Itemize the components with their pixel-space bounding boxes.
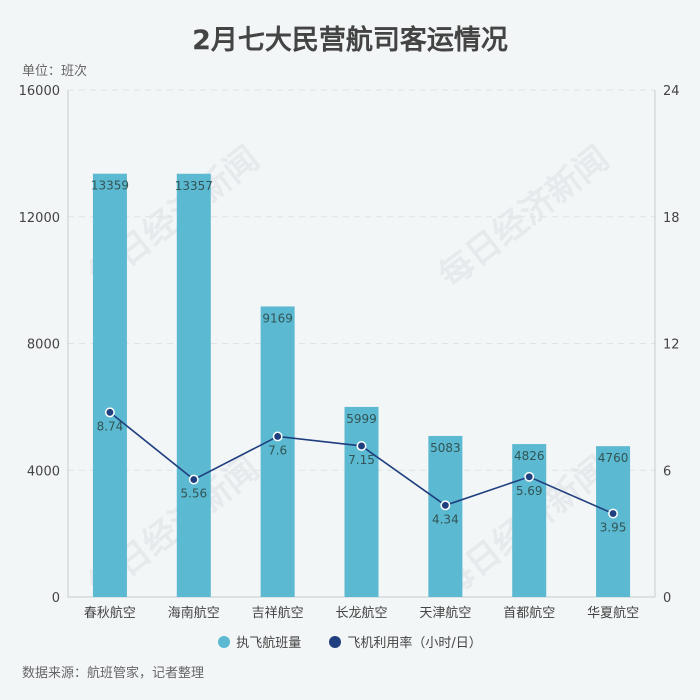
bar-value-label: 13359 bbox=[91, 179, 129, 193]
line-point bbox=[188, 474, 199, 485]
bar bbox=[260, 306, 295, 597]
y-right-tick-label: 0 bbox=[663, 591, 671, 606]
legend: 执飞航班量 飞机利用率（小时/日） bbox=[0, 632, 700, 651]
x-tick-label: 首都航空 bbox=[503, 605, 555, 621]
x-tick-label: 长龙航空 bbox=[335, 605, 387, 621]
line-value-label: 4.34 bbox=[432, 512, 459, 526]
line-point bbox=[524, 471, 535, 482]
bar bbox=[512, 444, 547, 597]
bar-value-label: 13357 bbox=[175, 179, 213, 193]
y-left-tick-label: 16000 bbox=[19, 84, 60, 99]
y-right-tick-label: 24 bbox=[663, 84, 680, 99]
unit-label: 单位：班次 bbox=[22, 64, 88, 79]
chart-title: 2月七大民营航司客运情况 bbox=[192, 25, 508, 56]
legend-item-utilization[interactable]: 飞机利用率（小时/日） bbox=[329, 632, 482, 651]
line-value-label: 8.74 bbox=[97, 419, 124, 433]
y-right-tick-label: 12 bbox=[663, 338, 680, 353]
y-left-tick-label: 12000 bbox=[19, 211, 60, 226]
bar bbox=[92, 173, 127, 597]
x-tick-label: 吉祥航空 bbox=[252, 605, 304, 621]
legend-label-flights: 执飞航班量 bbox=[236, 636, 302, 651]
legend-marker-line bbox=[329, 635, 342, 648]
y-left-tick-label: 8000 bbox=[27, 338, 60, 353]
legend-label-utilization: 飞机利用率（小时/日） bbox=[347, 636, 482, 651]
line-value-label: 5.69 bbox=[516, 484, 543, 498]
line-value-label: 5.56 bbox=[180, 487, 207, 501]
bar-value-label: 9169 bbox=[262, 311, 293, 325]
bar-value-label: 5083 bbox=[430, 441, 461, 455]
y-left-tick-label: 0 bbox=[52, 591, 60, 606]
bar-value-label: 5999 bbox=[346, 412, 377, 426]
bar-value-label: 4826 bbox=[514, 449, 545, 463]
x-tick-label: 华夏航空 bbox=[587, 605, 639, 621]
line-point bbox=[440, 500, 451, 511]
line-point bbox=[356, 441, 367, 451]
line-point bbox=[104, 407, 115, 418]
line-value-label: 3.95 bbox=[600, 521, 627, 535]
legend-item-flights[interactable]: 执飞航班量 bbox=[218, 632, 301, 651]
bar bbox=[344, 406, 379, 597]
bar-value-label: 4760 bbox=[598, 451, 629, 465]
bar bbox=[428, 435, 463, 597]
line-point bbox=[272, 431, 283, 442]
line-point bbox=[608, 508, 619, 519]
source-note: 数据来源：航班管家，记者整理 bbox=[22, 666, 205, 681]
y-left-tick-label: 4000 bbox=[27, 464, 60, 479]
x-tick-label: 春秋航空 bbox=[84, 605, 136, 621]
x-tick-label: 海南航空 bbox=[168, 605, 220, 621]
legend-marker-bar bbox=[218, 635, 231, 648]
x-tick-label: 天津航空 bbox=[419, 605, 471, 621]
y-right-tick-label: 18 bbox=[663, 211, 680, 226]
bar bbox=[596, 446, 631, 597]
line-value-label: 7.6 bbox=[268, 443, 287, 457]
line-value-label: 7.15 bbox=[348, 453, 375, 467]
y-right-tick-label: 6 bbox=[663, 464, 671, 479]
bar bbox=[176, 173, 211, 597]
